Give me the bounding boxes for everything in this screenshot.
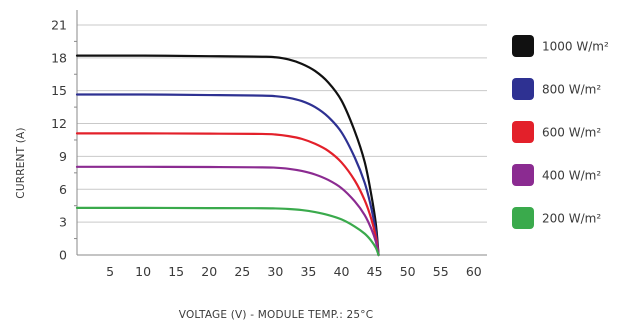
legend-label-0: 1000 W/m² xyxy=(542,40,609,54)
x-tick-label: 60 xyxy=(466,264,482,279)
x-tick-label: 20 xyxy=(201,264,217,279)
x-tick-label: 45 xyxy=(367,264,383,279)
y-tick-label: 12 xyxy=(51,116,67,131)
legend-label-2: 600 W/m² xyxy=(542,126,601,140)
x-tick-label: 15 xyxy=(168,264,184,279)
y-axis-title: CURRENT (A) xyxy=(15,127,27,198)
legend-label-3: 400 W/m² xyxy=(542,169,601,183)
x-tick-label: 35 xyxy=(300,264,316,279)
legend-swatch-4 xyxy=(512,207,534,229)
legend: 1000 W/m² 800 W/m² 600 W/m² 400 W/m² 200 W/m… xyxy=(512,35,609,229)
legend-label-4: 200 W/m² xyxy=(542,212,601,226)
x-tick-label: 30 xyxy=(267,264,283,279)
legend-swatch-3 xyxy=(512,164,534,186)
x-tick-label: 10 xyxy=(135,264,151,279)
series-line-2 xyxy=(75,132,380,257)
x-tick-label: 55 xyxy=(433,264,449,279)
y-tick-label: 18 xyxy=(51,50,67,65)
y-tick-label: 21 xyxy=(51,17,67,32)
legend-label-1: 800 W/m² xyxy=(542,83,601,97)
y-tick-label: 6 xyxy=(59,182,67,197)
legend-swatch-2 xyxy=(512,121,534,143)
series-lines xyxy=(75,54,380,257)
legend-swatch-0 xyxy=(512,35,534,57)
x-tick-label: 40 xyxy=(334,264,350,279)
series-line-1 xyxy=(75,93,380,257)
y-tick-label: 15 xyxy=(51,83,67,98)
tick-labels: 0 3 6 9 12 15 18 21 5 10 15 20 25 30 35 40 45 50 55 60 xyxy=(51,17,482,279)
y-tick-label: 0 xyxy=(59,248,67,263)
series-line-3 xyxy=(75,165,380,257)
x-tick-label: 5 xyxy=(106,264,114,279)
x-tick-label: 25 xyxy=(234,264,250,279)
series-line-4 xyxy=(75,206,380,257)
series-line-0 xyxy=(75,54,380,257)
y-tick-label: 3 xyxy=(59,215,67,230)
x-tick-label: 50 xyxy=(400,264,416,279)
y-tick-label: 9 xyxy=(59,149,67,164)
x-axis-title: VOLTAGE (V) - MODULE TEMP.: 25°C xyxy=(179,309,374,321)
legend-swatch-1 xyxy=(512,78,534,100)
